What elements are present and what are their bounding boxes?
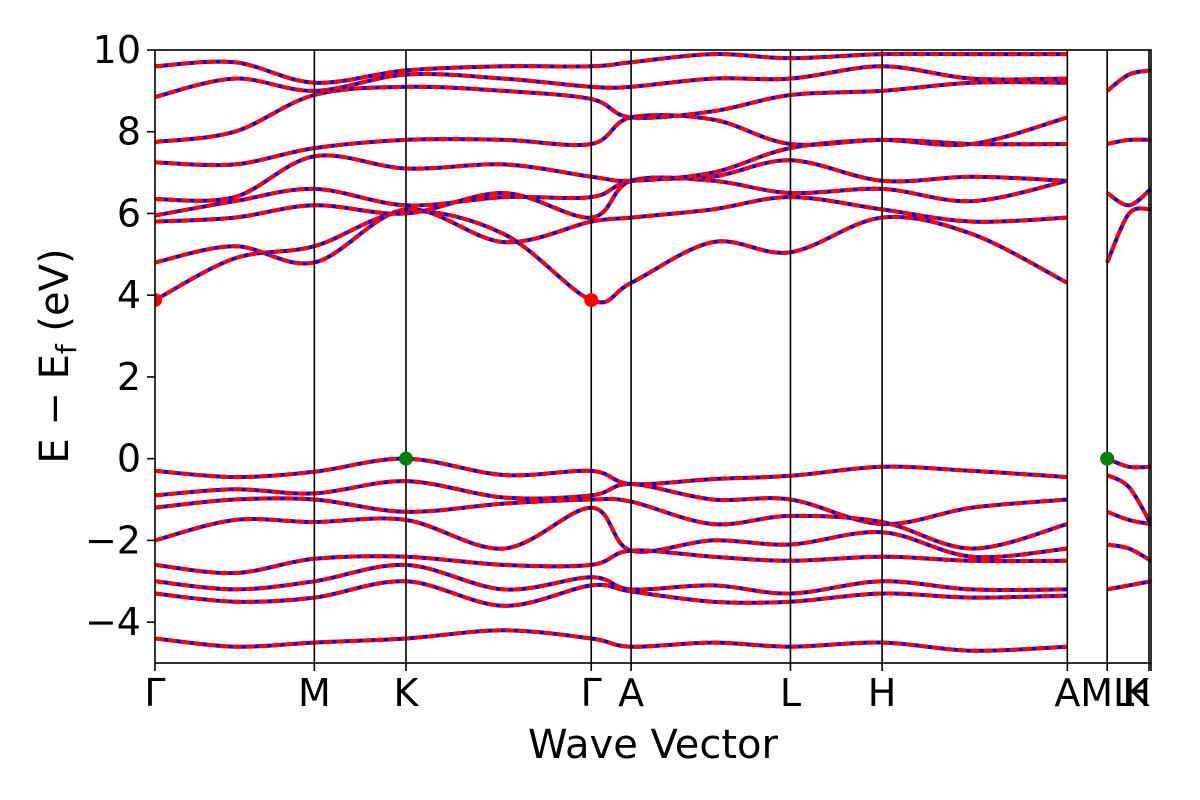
extrema-markers (155, 293, 1115, 466)
band-11-red (155, 158, 1068, 218)
band-4-red (155, 548, 1068, 576)
y-axis-label-subscript: f (50, 343, 83, 354)
y-axis-label-prefix: E − E (32, 354, 78, 464)
band-24-red (1106, 137, 1151, 146)
band-8-red (155, 209, 1069, 305)
y-tick-label-4: 4 (117, 273, 141, 317)
plot-background (155, 50, 1151, 663)
y-axis-label-suffix: (eV) (32, 248, 78, 344)
band-22-red (1105, 206, 1151, 264)
x-tick-label-8: ML (1080, 671, 1134, 715)
x-tick-label-6: H (868, 671, 897, 715)
y-tick-label-6: 8 (117, 110, 141, 154)
y-tick-label-1: −2 (85, 518, 141, 562)
band-10-red (155, 175, 1068, 224)
x-tick-label-2: K (394, 671, 420, 715)
band-23-red (1106, 187, 1151, 208)
y-tick-label-3: 2 (117, 355, 141, 399)
y-axis-ticks: −4 −2 0 2 4 6 8 10 (85, 28, 155, 644)
y-tick-label-0: −4 (85, 600, 141, 644)
band-19-red (1106, 509, 1151, 527)
y-tick-label-2: 0 (117, 437, 141, 481)
x-tick-label-9: K (1124, 671, 1150, 715)
band-9-red (155, 195, 1068, 266)
band-18-red (1106, 473, 1151, 526)
x-tick-label-4: A (618, 671, 644, 715)
vbm-marker-1 (1100, 451, 1115, 466)
band-14-red (155, 80, 1068, 144)
x-tick-label-0: Γ (144, 671, 165, 715)
y-tick-label-5: 6 (117, 191, 141, 235)
band-25-red (1105, 68, 1151, 93)
y-axis-label: E − Ef (eV) (32, 248, 83, 463)
kpoint-lines (313, 50, 1150, 663)
cbm-marker-0 (155, 293, 162, 308)
band-3-red (155, 505, 1068, 560)
band-20-red (1106, 542, 1151, 563)
x-axis-label: Wave Vector (528, 722, 779, 768)
x-tick-label-7: A (1054, 671, 1080, 715)
cbm-marker-1 (584, 293, 599, 308)
band-15-red (155, 64, 1068, 99)
plot-frame (154, 49, 1152, 664)
x-tick-label-10: H (1122, 671, 1151, 715)
band-21-red (1106, 579, 1151, 592)
x-tick-label-1: M (298, 671, 331, 715)
y-tick-label-7: 10 (93, 28, 141, 72)
x-tick-label-5: L (780, 671, 801, 715)
vbm-marker-0 (398, 451, 413, 466)
band-13-red (155, 113, 1068, 168)
x-tick-label-3: Γ (581, 671, 602, 715)
band-16-red (155, 51, 1068, 85)
